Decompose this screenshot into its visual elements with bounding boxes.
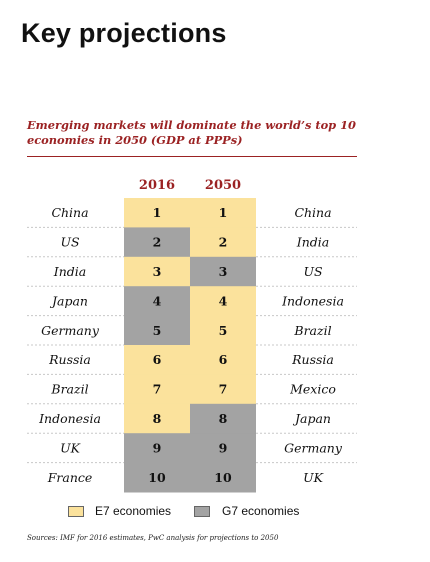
country-2016: Indonesia [38,411,101,426]
rank-cell-2016 [124,403,190,434]
rank-cell-2016 [124,315,190,346]
rank-cell-2050 [190,198,256,228]
rank-cell-2016 [124,374,190,405]
rank-cell-2050 [190,374,256,405]
country-2016: India [53,264,86,279]
chart-title: Emerging markets will dominate the world… [27,118,356,147]
rank-cell-2050 [190,403,256,434]
rank-cell-2016 [124,198,190,228]
rank-label-2016: 3 [153,264,162,279]
column-header-2016: 2016 [139,178,175,193]
country-2050: Brazil [293,323,331,338]
legend-swatch-e7 [68,506,84,517]
rank-label-2050: 4 [219,293,228,308]
legend-swatch-g7 [194,506,210,517]
country-2050: US [303,264,322,279]
rank-cell-2016 [124,462,190,493]
country-2050: Germany [284,440,343,455]
rank-cell-2016 [124,433,190,464]
country-2016: US [60,235,79,250]
rank-label-2016: 9 [153,440,162,455]
source-note: Sources: IMF for 2016 estimates, PwC ana… [27,534,279,542]
rank-cell-2050 [190,462,256,493]
rank-cell-2050 [190,227,256,258]
rank-label-2050: 3 [219,264,228,279]
rank-label-2050: 2 [219,235,228,250]
country-2016: Brazil [50,382,88,397]
rank-label-2016: 6 [153,352,162,367]
country-2050: China [294,205,331,220]
column-header-2050: 2050 [205,178,241,193]
rank-cell-2016 [124,256,190,287]
rank-label-2016: 5 [153,323,162,338]
rankings-table: 2016 2050 China 1 1 China US 2 2 India India 3 3 US Ja… [27,178,357,493]
country-2050: UK [303,470,324,485]
rank-cell-2016 [124,345,190,375]
rank-cell-2050 [190,345,256,375]
legend-label-g7: G7 economies [222,504,300,518]
rank-label-2016: 1 [153,205,162,220]
country-2016: France [47,470,93,485]
country-2016: Germany [41,323,100,338]
rank-label-2016: 2 [153,235,162,250]
country-2050: Russia [291,352,334,367]
rank-cell-2016 [124,227,190,258]
rank-cell-2016 [124,286,190,317]
country-2016: UK [60,440,81,455]
rank-cell-2050 [190,315,256,346]
rank-label-2016: 8 [153,411,162,426]
rank-label-2050: 6 [219,352,228,367]
rank-label-2050: 8 [219,411,228,426]
legend-label-e7: E7 economies [95,504,172,518]
rank-cell-2050 [190,433,256,464]
rank-label-2050: 10 [214,470,232,485]
country-2016: China [51,205,88,220]
country-2050: India [296,235,329,250]
rank-cell-2050 [190,256,256,287]
page-title: Key projections [21,18,227,48]
rank-label-2050: 1 [219,205,228,220]
country-2050: Indonesia [281,293,344,308]
rank-label-2016: 7 [153,382,162,397]
rank-label-2050: 5 [219,323,228,338]
rank-label-2016: 4 [153,293,162,308]
country-2016: Japan [49,293,88,308]
country-2016: Russia [48,352,91,367]
country-2050: Japan [292,411,331,426]
rank-label-2050: 9 [219,440,228,455]
rank-cell-2050 [190,286,256,317]
rank-label-2050: 7 [219,382,228,397]
rank-label-2016: 10 [148,470,166,485]
country-2050: Mexico [289,382,336,397]
title-divider [27,156,357,157]
